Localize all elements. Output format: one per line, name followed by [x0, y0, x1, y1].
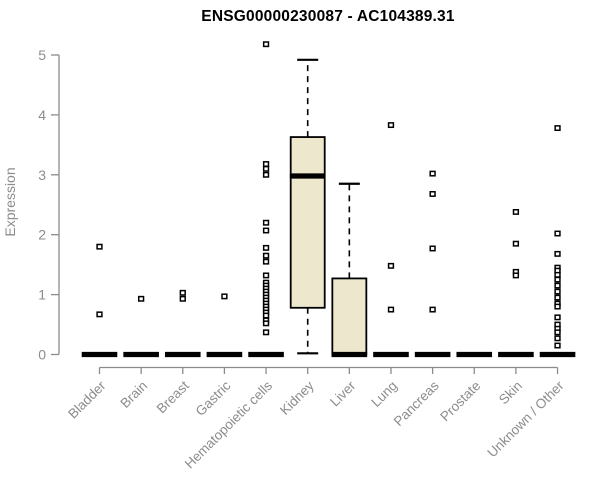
box-group-liver — [331, 182, 368, 358]
outlier-point — [137, 295, 145, 302]
box-group-hematopoietic-cells — [248, 41, 284, 358]
outlier-point — [96, 311, 103, 318]
outlier-point — [429, 245, 436, 252]
outlier-point — [262, 41, 270, 48]
box-group-unknown-other — [539, 125, 576, 358]
outlier-point — [554, 294, 561, 301]
outlier-point — [262, 329, 270, 336]
outlier-point — [262, 252, 270, 259]
y-tick-label: 1 — [38, 287, 46, 303]
outlier-point — [262, 219, 270, 226]
outlier-point — [429, 306, 436, 313]
outlier-point — [179, 289, 186, 296]
outlier-point — [554, 276, 561, 283]
outlier-point — [554, 230, 561, 237]
box-group-kidney — [289, 58, 326, 355]
outlier-point — [262, 258, 270, 265]
y-tick-label: 2 — [38, 227, 46, 243]
outlier-point — [554, 342, 561, 349]
x-category-label-skin: Skin — [496, 378, 525, 407]
outlier-point — [554, 335, 561, 342]
x-category-label-gastric: Gastric — [193, 378, 234, 419]
x-category-label-kidney: Kidney — [277, 378, 317, 418]
outlier-point — [387, 262, 395, 269]
box-group-brain — [123, 295, 159, 358]
outlier-point — [262, 165, 270, 172]
box-group-bladder — [81, 243, 118, 358]
outlier-point — [262, 320, 270, 327]
outlier-point — [512, 240, 520, 247]
outlier-point — [554, 250, 561, 257]
x-category-label-liver: Liver — [327, 378, 359, 410]
outlier-point — [262, 272, 270, 279]
y-tick-label: 3 — [38, 167, 46, 183]
x-category-label-pancreas: Pancreas — [391, 378, 442, 429]
box-group-lung — [373, 122, 409, 358]
x-category-label-brain: Brain — [117, 378, 150, 411]
outlier-point — [554, 288, 561, 295]
y-tick-label: 0 — [38, 347, 46, 363]
y-axis-title: Expression — [2, 167, 18, 236]
chart-title: ENSG00000230087 - AC104389.31 — [201, 8, 455, 25]
outlier-point — [262, 244, 270, 251]
x-category-label-bladder: Bladder — [65, 378, 109, 422]
outlier-point — [179, 295, 186, 302]
outlier-point — [554, 282, 561, 289]
outlier-point — [262, 171, 270, 178]
outlier-point — [429, 170, 436, 177]
outlier-point — [554, 271, 561, 278]
iqr-box — [289, 136, 326, 309]
box-group-gastric — [206, 293, 243, 358]
outlier-point — [512, 272, 520, 279]
outlier-point — [262, 161, 270, 167]
outlier-point — [554, 125, 561, 132]
box-group-pancreas — [414, 170, 451, 358]
outlier-point — [387, 122, 395, 129]
box-group-breast — [164, 289, 201, 358]
y-tick-label: 5 — [38, 47, 46, 63]
outlier-point — [221, 293, 228, 300]
box-group-skin — [498, 208, 534, 358]
x-category-label-unknown-other: Unknown / Other — [484, 378, 567, 461]
x-category-label-breast: Breast — [154, 378, 192, 416]
y-axis: 0 1 2 3 4 5 Expression — [2, 47, 60, 363]
outlier-point — [387, 306, 395, 313]
outlier-point — [429, 191, 436, 197]
outlier-point — [262, 227, 270, 234]
x-category-label-lung: Lung — [368, 378, 400, 410]
iqr-box — [331, 277, 368, 356]
outlier-point — [96, 243, 103, 250]
outlier-point — [512, 208, 520, 215]
outlier-point — [554, 303, 561, 310]
y-tick-label: 4 — [38, 107, 46, 123]
outlier-point — [262, 312, 270, 319]
x-category-label-prostate: Prostate — [437, 378, 483, 424]
outlier-point — [554, 329, 561, 336]
outlier-point — [554, 314, 561, 321]
